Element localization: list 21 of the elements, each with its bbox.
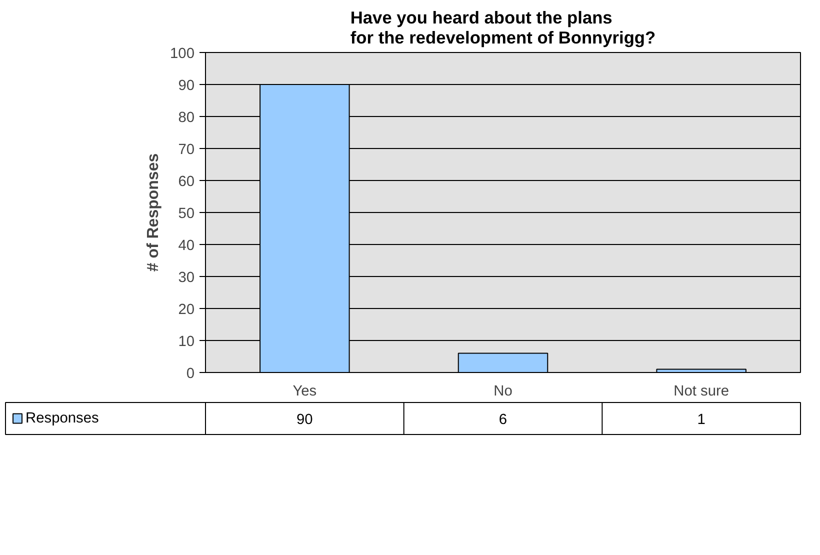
data-label: 6	[498, 412, 508, 428]
y-tick-label: 60	[178, 174, 195, 190]
y-tick-label: 90	[178, 78, 195, 94]
legend-label: Responses	[26, 410, 99, 426]
x-tick-label: Not sure	[674, 384, 730, 400]
data-label: 90	[296, 412, 313, 428]
data-label: 1	[697, 412, 706, 428]
y-tick-label: 80	[178, 110, 195, 126]
y-tick-label: 0	[186, 366, 195, 382]
y-tick-label: 50	[178, 206, 195, 222]
y-tick-label: 70	[178, 142, 195, 158]
y-axis-title: # of Responses	[145, 153, 162, 272]
bar	[458, 352, 548, 372]
y-tick-label: 20	[178, 302, 195, 318]
y-tick-label: 40	[178, 238, 195, 254]
chart-title: Have you heard about the plans for the redevelopment of Bonnyrigg?	[350, 8, 656, 48]
y-tick-label: 30	[178, 270, 195, 286]
y-tick-label: 10	[178, 334, 195, 350]
y-tick-label: 100	[170, 46, 195, 62]
x-tick-label: No	[494, 384, 512, 400]
x-tick-label: Yes	[292, 384, 317, 400]
